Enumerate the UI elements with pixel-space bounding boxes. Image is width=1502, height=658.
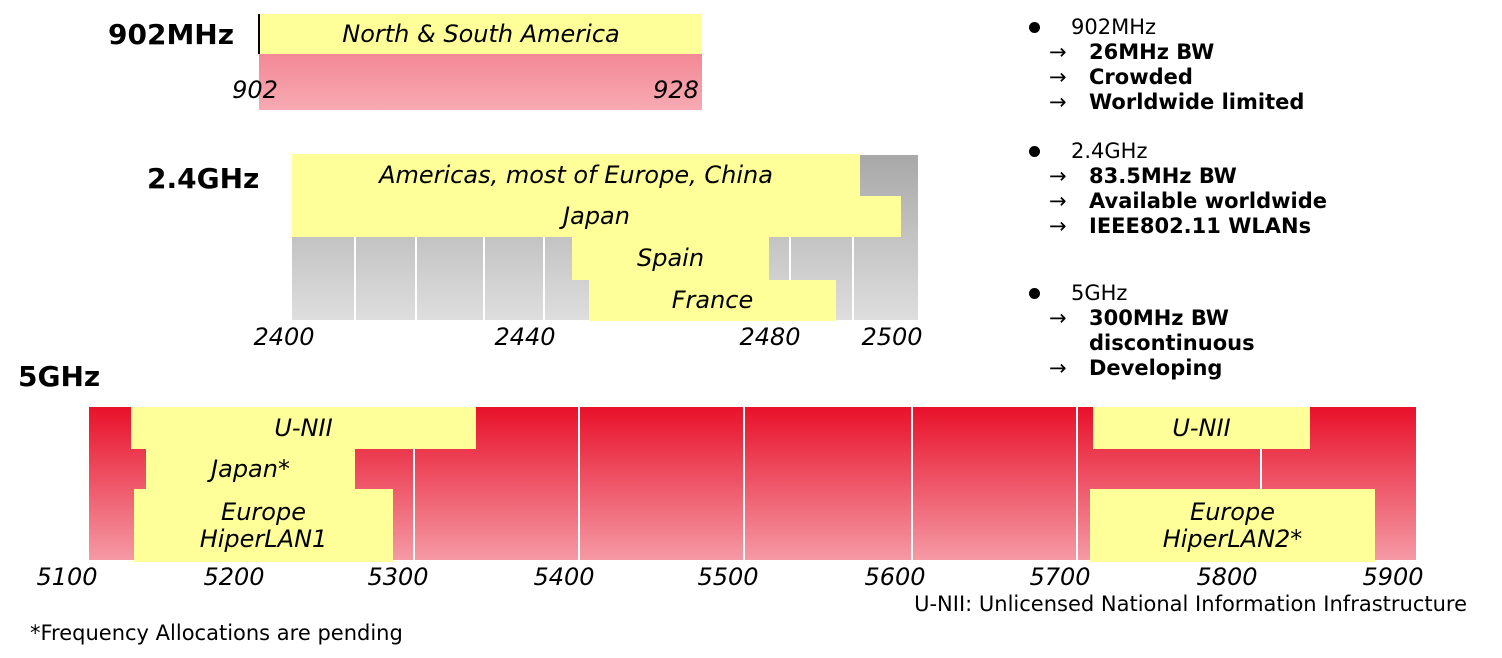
bullet-point-text: IEEE802.11 WLANs [1089,214,1312,238]
bullet-2-4: 2.4GHz [1029,139,1327,164]
summary-902: 902MHz → 26MHz BW → Crowded → Worldwide lim… [1029,15,1304,115]
region-japan-2-4: Japan [292,196,901,237]
region-europe-hiperlan1: Europe HiperLAN1 [134,489,393,562]
tick-5500: 5500 [697,563,759,591]
bullet-point-text: Available worldwide [1089,189,1328,213]
bullet-point: → Crowded [1029,65,1304,90]
tick-5700: 5700 [1029,563,1091,591]
region-japan-5: Japan* [146,449,355,489]
bullet-title: 902MHz [1071,15,1157,39]
gridline [354,237,356,320]
tick-2440: 2440 [494,323,556,351]
footnote-pending: *Frequency Allocations are pending [30,621,403,645]
tick-5900: 5900 [1362,563,1424,591]
band-label-902: 902MHz [108,18,235,51]
arrow-right-icon: → [1049,65,1067,89]
gridline [1260,449,1262,489]
region-spain: Spain [572,237,769,280]
bullet-point: → 300MHz BW discontinuous [1029,306,1255,356]
gridline [1076,407,1078,560]
tick-5600: 5600 [864,563,926,591]
arrow-right-icon: → [1049,214,1067,238]
gridline [483,237,485,320]
bullet-point: → Developing [1029,356,1249,381]
bullet-point-text: 300MHz BW discontinuous [1089,306,1255,355]
bullet-dot-icon [1029,288,1040,299]
tick-5800: 5800 [1196,563,1258,591]
arrow-right-icon: → [1049,40,1067,64]
gridline [852,237,854,320]
bullet-dot-icon [1029,22,1040,33]
gridline [543,237,545,320]
bullet-point-text: Crowded [1089,65,1193,89]
tick-2480: 2480 [739,323,801,351]
bullet-5: 5GHz [1029,281,1249,306]
bullet-point-text: Developing [1089,356,1223,380]
tick-5300: 5300 [367,563,429,591]
region-unii-low: U-NII [131,407,476,449]
gridline [578,407,580,560]
region-unii-high: U-NII [1093,407,1310,449]
gridline [743,407,745,560]
bullet-point-text: 26MHz BW [1089,40,1215,64]
region-europe-hiperlan2: Europe HiperLAN2* [1090,489,1375,562]
arrow-right-icon: → [1049,90,1067,114]
gridline [911,407,913,560]
summary-5: 5GHz → 300MHz BW discontinuous → Developin… [1029,281,1255,381]
bullet-title: 5GHz [1071,281,1128,305]
tick-5200: 5200 [203,563,265,591]
tick-2400: 2400 [253,323,315,351]
band-label-5: 5GHz [18,360,101,393]
gridline [415,237,417,320]
tick-928: 928 [653,76,699,104]
tick-902: 902 [232,76,278,104]
arrow-right-icon: → [1049,306,1067,330]
bullet-point-text: Worldwide limited [1089,90,1305,114]
gridline [413,449,415,560]
bullet-dot-icon [1029,146,1040,157]
summary-2-4: 2.4GHz → 83.5MHz BW → Available worldwide … [1029,139,1327,239]
region-americas-europe-china: Americas, most of Europe, China [292,154,860,196]
bullet-point: → 83.5MHz BW [1029,164,1327,189]
gridline [789,237,791,280]
tick-2500: 2500 [861,323,923,351]
region-north-south-america: North & South America [260,14,702,54]
bullet-902: 902MHz [1029,15,1304,40]
band-label-2-4: 2.4GHz [147,162,260,195]
arrow-right-icon: → [1049,189,1067,213]
band-start-line-902 [258,14,260,54]
arrow-right-icon: → [1049,356,1067,380]
arrow-right-icon: → [1049,164,1067,188]
tick-5100: 5100 [36,563,98,591]
bullet-point-text: 83.5MHz BW [1089,164,1237,188]
tick-5400: 5400 [533,563,595,591]
bullet-title: 2.4GHz [1071,139,1148,163]
bullet-point: → Available worldwide [1029,189,1327,214]
bullet-point: → 26MHz BW [1029,40,1304,65]
footnote-unii: U-NII: Unlicensed National Information I… [914,592,1467,616]
bullet-point: → IEEE802.11 WLANs [1029,214,1327,239]
region-france: France [589,280,836,321]
bullet-point: → Worldwide limited [1029,90,1304,115]
